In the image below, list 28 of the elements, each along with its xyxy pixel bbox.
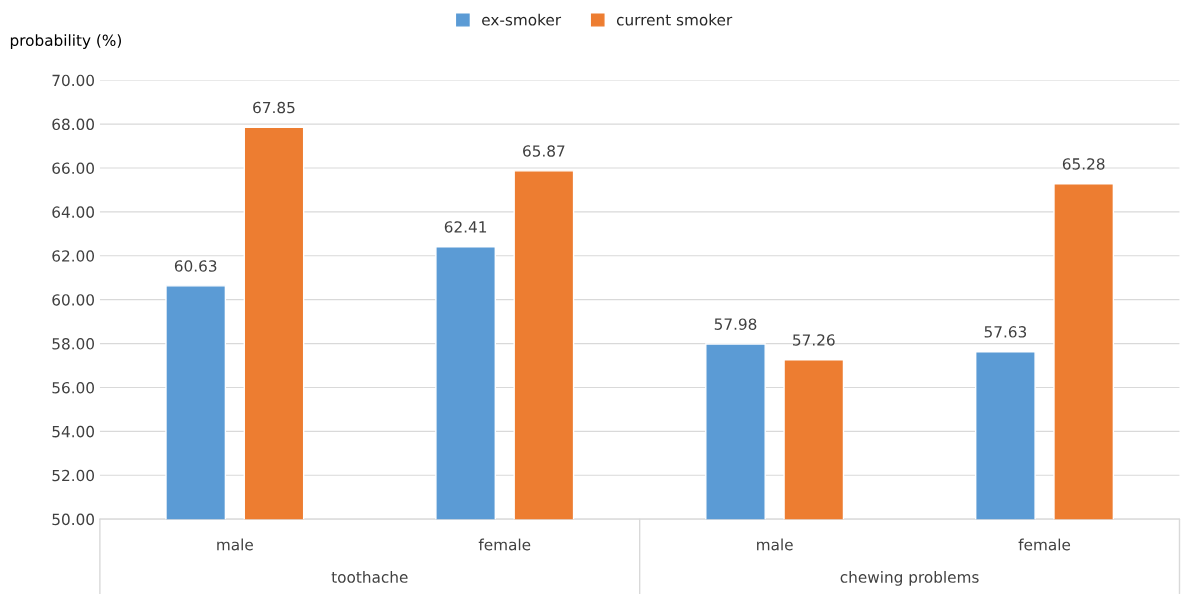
y-tick-label: 56.00	[52, 381, 94, 394]
y-tick-label: 62.00	[52, 250, 94, 262]
data-label: 65.28	[1062, 158, 1105, 170]
text: chewing problems	[840, 571, 979, 586]
data-label: 57.26	[793, 334, 835, 346]
y-tick-label: 54.00	[52, 425, 94, 438]
x-tick-label: female	[478, 538, 531, 551]
y-tick-label: 70.00	[52, 74, 94, 87]
data-label: 62.41	[444, 221, 487, 233]
y-axis-title: probability (%)	[10, 34, 121, 49]
x-tick-label: female	[1018, 538, 1071, 551]
x-tick-label: male	[757, 538, 793, 551]
x-tick-label: male	[217, 538, 253, 551]
y-tick-label: 64.00	[52, 206, 94, 218]
text: toothache	[331, 571, 408, 583]
y-tick-label: 52.00	[52, 469, 94, 482]
data-label: 67.85	[253, 101, 295, 114]
y-tick-label: 66.00	[52, 162, 94, 174]
y-tick-label: 58.00	[52, 338, 94, 350]
data-label: 57.98	[714, 318, 757, 330]
legend-label: ex-smoker	[482, 13, 562, 26]
data-label: 65.87	[523, 145, 565, 157]
data-label: 57.63	[984, 326, 1027, 338]
y-tick-label: 60.00	[52, 294, 94, 306]
y-tick-label: 68.00	[52, 118, 94, 131]
y-tick-label: 50.00	[52, 513, 94, 526]
legend-label: current smoker	[616, 13, 733, 26]
data-label: 60.63	[174, 260, 217, 272]
